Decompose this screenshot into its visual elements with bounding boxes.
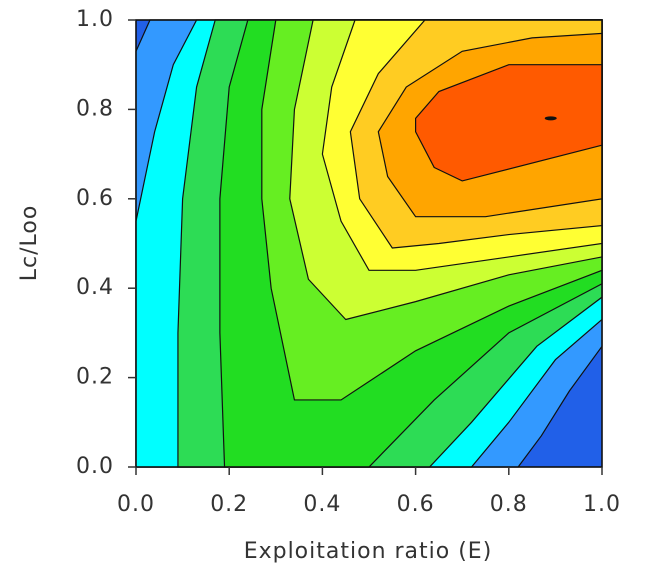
x-tick-label: 0.2: [210, 492, 248, 517]
y-axis-label: Lc/Loo: [17, 205, 42, 282]
x-tick-label: 1.0: [583, 492, 621, 517]
maximum-marker: [544, 116, 557, 121]
contour-band: [415, 64, 603, 182]
plot-border: [135, 19, 603, 468]
y-tick-label: 0.8: [76, 96, 114, 121]
y-tick-label: 0.6: [76, 186, 114, 211]
y-tick-label: 1.0: [76, 7, 114, 32]
y-tick-label: 0.4: [76, 275, 114, 300]
x-tick-label: 0.4: [303, 492, 341, 517]
y-tick-label: 0.2: [76, 365, 114, 390]
y-tick-label: 0.0: [76, 454, 114, 479]
x-tick-label: 0.0: [117, 492, 155, 517]
x-tick-label: 0.6: [397, 492, 435, 517]
x-axis-label: Exploitation ratio (E): [244, 539, 493, 564]
x-tick-label: 0.8: [490, 492, 528, 517]
